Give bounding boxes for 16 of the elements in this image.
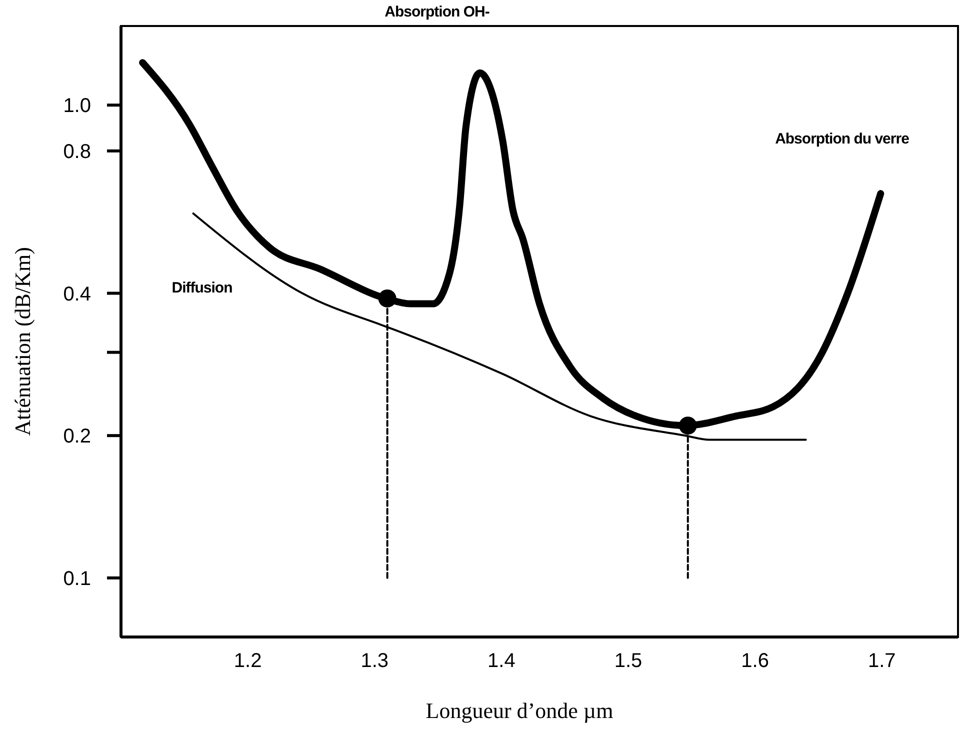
x-tick-label: 1.5 [614,650,642,672]
y-tick-label: 0.2 [63,426,91,448]
x-tick-label: 1.2 [234,650,262,672]
x-tick-label: 1.4 [488,650,516,672]
annotation: Diffusion [172,279,233,296]
annotation: Absorption du verre [775,130,910,148]
text: Absorption OH- [384,3,490,20]
y-tick-label: 0.4 [63,283,91,306]
y-tick-label: 0.1 [63,568,91,590]
x-axis-title: Longueur d’onde µm [426,698,614,723]
y-axis-title: Atténuation (dB/Km) [10,247,35,436]
y-tick-label: 1.0 [63,95,91,118]
x-tick-label: 1.3 [360,650,389,672]
x-tick-label: 1.6 [741,650,769,672]
y-tick-label: 0.8 [63,140,91,163]
x-tick-label: 1.7 [868,650,896,672]
